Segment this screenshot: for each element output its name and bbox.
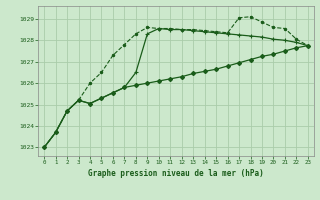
X-axis label: Graphe pression niveau de la mer (hPa): Graphe pression niveau de la mer (hPa) [88, 169, 264, 178]
